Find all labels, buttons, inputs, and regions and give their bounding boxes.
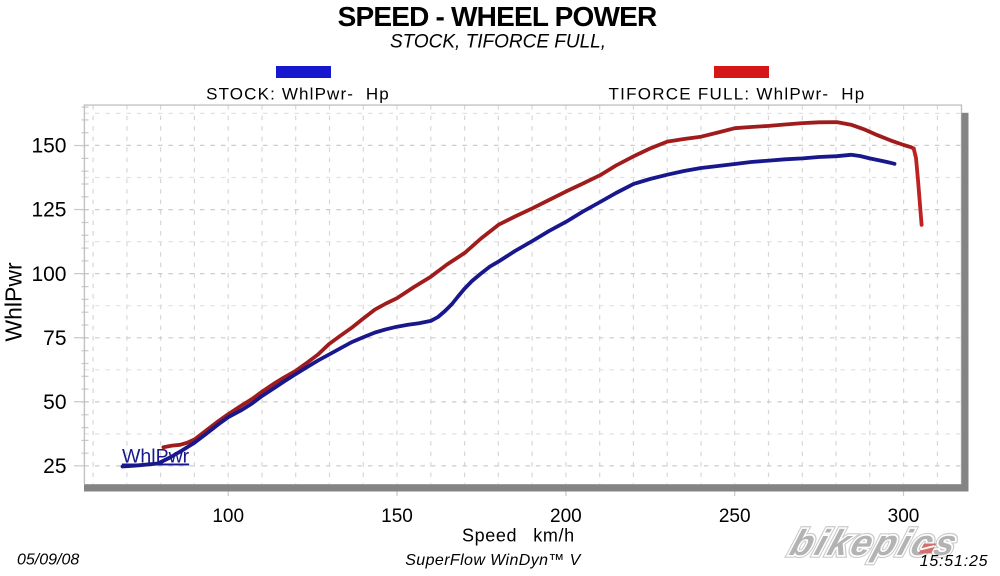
- svg-text:bikepics: bikepics: [785, 523, 964, 563]
- svg-text:125: 125: [31, 199, 66, 222]
- svg-text:300: 300: [888, 506, 920, 527]
- svg-text:150: 150: [381, 506, 413, 527]
- svg-text:50: 50: [43, 391, 66, 414]
- svg-text:km/h: km/h: [533, 526, 574, 546]
- svg-text:bikepics: bikepics: [785, 523, 964, 563]
- svg-text:250: 250: [719, 506, 751, 527]
- svg-text:25: 25: [43, 455, 66, 478]
- svg-text:15:51:25: 15:51:25: [920, 553, 989, 570]
- svg-text:STOCK: WhlPwr- Hp: STOCK: WhlPwr- Hp: [206, 85, 390, 104]
- svg-text:TIFORCE FULL: WhlPwr- Hp: TIFORCE FULL: WhlPwr- Hp: [609, 85, 866, 104]
- svg-text:Speed: Speed: [462, 526, 517, 546]
- svg-text:100: 100: [212, 506, 244, 527]
- svg-text:100: 100: [31, 263, 66, 286]
- svg-text:150: 150: [31, 135, 66, 158]
- svg-text:SPEED - WHEEL POWER: SPEED - WHEEL POWER: [338, 1, 657, 32]
- svg-text:05/09/08: 05/09/08: [17, 552, 79, 569]
- svg-text:STOCK, TIFORCE FULL,: STOCK, TIFORCE FULL,: [390, 32, 606, 53]
- svg-text:75: 75: [43, 327, 66, 350]
- svg-text:SuperFlow WinDyn™ V: SuperFlow WinDyn™ V: [405, 552, 581, 569]
- svg-text:bikepics: bikepics: [785, 523, 964, 563]
- svg-text:WhlPwr: WhlPwr: [1, 262, 27, 342]
- svg-text:WhlPwr: WhlPwr: [122, 446, 190, 468]
- svg-text:200: 200: [550, 506, 582, 527]
